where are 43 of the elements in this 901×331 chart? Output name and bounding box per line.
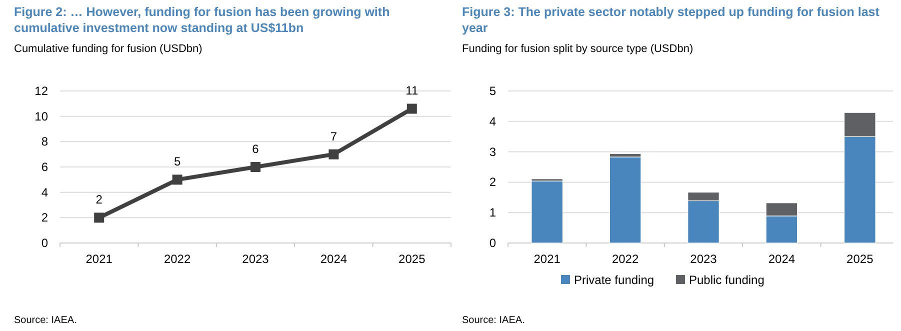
x-tick-label: 2023 xyxy=(242,252,270,266)
chart-subtitle: Cumulative funding for fusion (USDbn) xyxy=(14,43,202,55)
x-tick-label: 2022 xyxy=(612,252,639,266)
data-label: 11 xyxy=(406,84,418,98)
point xyxy=(94,212,104,223)
chart-title: Figure 2: … However, funding for fusion has been growing with cumulative investment now standing at US$11bn xyxy=(14,5,390,35)
y-tick-label: 0 xyxy=(489,236,496,250)
data-label: 6 xyxy=(252,142,260,156)
x-tick-label: 2025 xyxy=(398,252,426,266)
y-tick-label: 4 xyxy=(41,185,48,200)
data-label: 5 xyxy=(174,154,181,169)
point xyxy=(172,174,182,185)
point xyxy=(406,104,417,114)
x-tick-label: 2021 xyxy=(534,252,561,266)
y-tick-label: 1 xyxy=(489,206,496,220)
bar xyxy=(531,180,564,244)
x-tick-label: 2024 xyxy=(768,252,796,266)
y-tick-label: 0 xyxy=(41,236,48,250)
y-tick-label: 6 xyxy=(41,160,48,174)
y-tick-label: 10 xyxy=(34,109,48,124)
x-tick-label: 2024 xyxy=(320,252,348,266)
source-note: Source: IAEA. xyxy=(462,315,525,326)
chart-subtitle: Funding for fusion split by source type (USDbn) xyxy=(462,43,694,55)
y-tick-label: 5 xyxy=(489,84,496,98)
y-tick-label: 3 xyxy=(489,144,496,159)
y-tick-label: 4 xyxy=(489,114,496,128)
bar xyxy=(609,156,642,244)
source-note: Source: IAEA. xyxy=(14,315,77,326)
x-tick-label: 2022 xyxy=(164,252,191,266)
x-tick-label: 2023 xyxy=(690,252,718,266)
y-tick-label: 8 xyxy=(41,134,48,149)
data-label: 7 xyxy=(330,129,338,144)
point xyxy=(250,162,260,172)
y-tick-label: 2 xyxy=(41,210,48,225)
y-tick-label: 2 xyxy=(489,175,496,190)
point xyxy=(328,149,339,160)
data-label: 2 xyxy=(96,192,103,207)
y-tick-label: 12 xyxy=(34,84,48,98)
x-tick-label: 2021 xyxy=(86,252,113,266)
legend-label: Private funding xyxy=(574,273,654,287)
x-tick-label: 2025 xyxy=(846,252,874,266)
chart-title: Figure 3: The private sector notably stepped up funding for fusion last year xyxy=(462,5,880,35)
legend-label: Public funding xyxy=(689,273,764,287)
